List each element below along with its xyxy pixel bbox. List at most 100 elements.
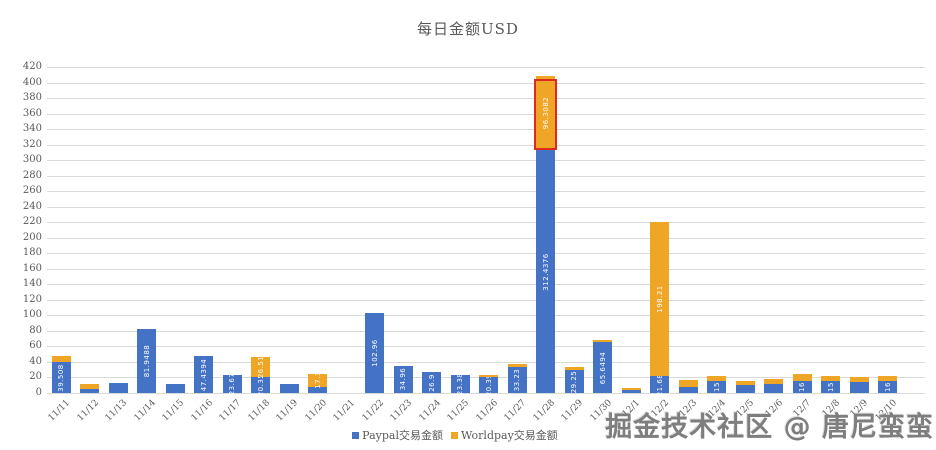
x-axis-label-11/23: 11/23: [388, 398, 415, 424]
bar-segment-paypal-11/18[interactable]: 20.35: [251, 374, 271, 396]
bar-segment-worldpay-12/1[interactable]: [621, 388, 641, 390]
gridline: [47, 253, 925, 255]
legend-item-worldpay[interactable]: Worldpay交易金额: [450, 427, 558, 443]
bar-value-label: 23.67: [228, 372, 237, 396]
bar-segment-worldpay-12/2[interactable]: 198.21: [650, 222, 670, 377]
gridline: [47, 330, 925, 332]
bar-segment-paypal-11/29[interactable]: 29.25: [564, 370, 584, 393]
highlight-box: [534, 79, 558, 150]
bar-segment-paypal-11/25[interactable]: 23.38: [450, 372, 470, 396]
bar-segment-paypal-11/30[interactable]: 65.6494: [593, 342, 613, 393]
bar-segment-worldpay-11/26[interactable]: [479, 375, 499, 378]
bar-segment-paypal-11/14[interactable]: 81.9488: [137, 329, 157, 393]
bar-value-label: 198.21: [655, 285, 664, 313]
chart-title: 每日金额USD: [417, 20, 519, 38]
gridline: [47, 284, 925, 286]
bar-value-label: 16: [798, 381, 807, 392]
bar-value-label: 23.38: [456, 372, 465, 396]
bar-segment-paypal-12/2[interactable]: 21.68: [650, 373, 670, 396]
x-axis-label-11/21: 11/21: [331, 398, 358, 424]
bar-segment-paypal-11/13[interactable]: [108, 382, 128, 393]
bar-segment-worldpay-11/30[interactable]: [593, 340, 613, 343]
bar-segment-paypal-12/3[interactable]: [678, 386, 698, 393]
gridline: [47, 144, 925, 146]
bar-value-label: 34.96: [399, 368, 408, 391]
legend-label-worldpay: Worldpay交易金额: [460, 429, 558, 442]
bar-segment-paypal-11/23[interactable]: 34.96: [393, 365, 413, 393]
bar-segment-paypal-11/20[interactable]: [308, 386, 328, 393]
bar-segment-worldpay-12/3[interactable]: [678, 379, 698, 387]
y-axis-tick: 40: [29, 355, 42, 367]
bar-segment-paypal-12/5[interactable]: [735, 385, 755, 393]
gridline: [47, 160, 925, 162]
bar-segment-worldpay-11/20[interactable]: 17.1: [308, 371, 328, 389]
bar-segment-worldpay-11/28[interactable]: 96.3082: [536, 75, 556, 151]
y-axis-tick: 180: [22, 247, 42, 259]
bar-segment-paypal-11/12[interactable]: [80, 389, 100, 393]
gridline: [47, 129, 925, 131]
bar-segment-paypal-11/19[interactable]: [279, 383, 299, 393]
y-axis-tick: 20: [29, 371, 42, 383]
bar-segment-paypal-11/16[interactable]: 47.4394: [194, 356, 214, 393]
bar-segment-paypal-11/15[interactable]: [165, 383, 185, 393]
x-axis-label-11/12: 11/12: [75, 398, 101, 424]
bar-segment-worldpay-11/27[interactable]: [507, 363, 527, 368]
bar-value-label: 33.23: [513, 368, 522, 392]
x-axis-label-11/20: 11/20: [303, 398, 329, 424]
bar-segment-paypal-11/24[interactable]: 26.9: [422, 372, 442, 393]
bar-segment-worldpay-11/11[interactable]: [51, 355, 71, 363]
paypal-series-swatch: [352, 431, 360, 439]
bar-segment-worldpay-11/18[interactable]: 26.51: [251, 355, 271, 379]
bar-segment-paypal-11/22[interactable]: 102.96: [365, 313, 385, 393]
bar-segment-paypal-12/7[interactable]: 16: [792, 380, 812, 393]
bar-segment-paypal-11/26[interactable]: 20.39: [479, 374, 499, 396]
gridline: [47, 315, 925, 317]
x-axis-label-11/18: 11/18: [246, 398, 272, 424]
bar-value-label: 47.4394: [199, 358, 208, 391]
bar-value-label: 29.25: [570, 370, 579, 393]
bar-segment-paypal-11/28[interactable]: 312.4376: [536, 150, 556, 393]
y-axis-tick: 140: [22, 278, 42, 290]
legend: Paypal交易金额 Worldpay交易金额: [0, 427, 910, 443]
y-axis-tick: 240: [22, 200, 42, 212]
bar-segment-paypal-11/17[interactable]: 23.67: [222, 372, 242, 396]
bar-segment-paypal-12/1[interactable]: [621, 389, 641, 393]
bar-segment-paypal-12/8[interactable]: 15: [821, 381, 841, 393]
bar-value-label: 26.9: [427, 373, 436, 392]
y-axis-tick: 0: [35, 387, 42, 398]
bar-segment-worldpay-12/8[interactable]: [821, 375, 841, 382]
bar-segment-worldpay-12/6[interactable]: [764, 379, 784, 384]
gridline: [47, 237, 925, 239]
bar-segment-paypal-11/11[interactable]: 39.508: [51, 362, 71, 393]
bar-segment-paypal-11/27[interactable]: 33.23: [507, 367, 527, 393]
x-axis-label-11/11: 11/11: [46, 398, 73, 424]
bar-segment-worldpay-12/10[interactable]: [878, 375, 898, 381]
x-axis-label-11/26: 11/26: [474, 398, 500, 424]
bar-segment-paypal-12/6[interactable]: [764, 383, 784, 393]
gridline: [47, 393, 925, 394]
x-axis-label-11/15: 11/15: [160, 398, 187, 424]
legend-item-paypal[interactable]: Paypal交易金额: [352, 427, 443, 443]
x-axis-label-11/24: 11/24: [417, 398, 443, 424]
y-axis-tick: 360: [22, 107, 42, 119]
bar-segment-worldpay-11/12[interactable]: [80, 383, 100, 390]
bar-segment-worldpay-12/4[interactable]: [707, 375, 727, 382]
bar-segment-paypal-12/9[interactable]: [849, 382, 869, 393]
x-axis-label-11/22: 11/22: [360, 398, 386, 424]
bar-segment-worldpay-12/9[interactable]: [849, 376, 869, 383]
bar-segment-worldpay-12/5[interactable]: [735, 380, 755, 386]
bar-value-label: 26.51: [256, 355, 265, 379]
y-axis-tick: 420: [22, 61, 42, 72]
gridline: [47, 82, 925, 84]
bar-segment-paypal-12/10[interactable]: 16: [878, 380, 898, 393]
y-axis-tick: 280: [22, 169, 42, 181]
bar-segment-paypal-12/4[interactable]: 15: [707, 381, 727, 393]
gridline: [47, 98, 925, 100]
bar-value-label: 20.39: [484, 373, 493, 397]
y-axis-tick: 200: [22, 231, 42, 243]
bar-segment-worldpay-11/29[interactable]: [564, 366, 584, 371]
y-axis-tick: 300: [22, 154, 42, 166]
gridline: [47, 268, 925, 270]
bar-segment-worldpay-12/7[interactable]: [792, 374, 812, 381]
